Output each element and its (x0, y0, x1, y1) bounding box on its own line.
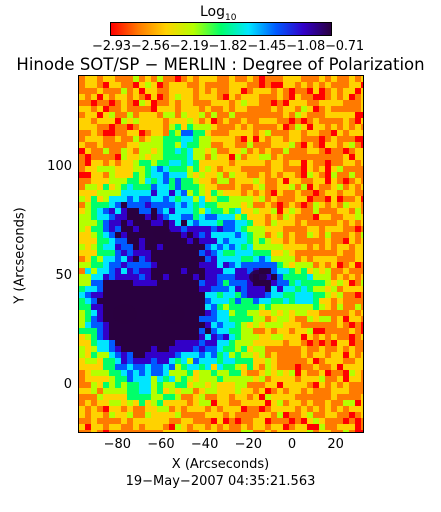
colorbar-tick-0: −2.93 (92, 39, 131, 54)
x-axis-label: X (Arcseconds) (171, 457, 270, 472)
feature-sunspot-right (160, 303, 185, 324)
x-tick-label: −80 (103, 437, 132, 452)
colorbar-tick-2: −2.19 (169, 39, 209, 54)
x-tick-label: −40 (190, 437, 219, 452)
x-tick-label: 20 (327, 437, 344, 452)
plot-title: Hinode SOT/SP − MERLIN : Degree of Polar… (16, 55, 425, 74)
y-tick-label: 0 (63, 376, 72, 392)
x-tick-label: 0 (287, 437, 297, 452)
y-tick-label: 50 (55, 267, 72, 283)
colorbar-tick-4: −1.45 (247, 39, 287, 54)
colorbar-tick-5: −1.08 (286, 39, 326, 54)
y-axis-label: Y (Arcseconds) (12, 207, 28, 304)
timestamp: 19−May−2007 04:35:21.563 (125, 474, 316, 489)
colorbar-tick-1: −2.56 (130, 39, 170, 54)
y-tick-label: 100 (47, 158, 72, 174)
colorbar-ticks: −2.93 −2.56 −2.19 −1.82 −1.45 −1.08 −0.71 (92, 39, 364, 54)
heatmap-plot (78, 75, 364, 433)
feature-sunspot-left (112, 303, 137, 324)
colorbar-tick-6: −0.71 (325, 39, 364, 54)
colorbar (110, 22, 332, 36)
colorbar-tick-3: −1.82 (208, 39, 248, 54)
x-tick-label: −20 (234, 437, 262, 452)
feature-pore-east (249, 269, 268, 284)
x-tick-label: −60 (147, 437, 175, 452)
colorbar-title: Log10 (200, 4, 237, 23)
feature-plage-upper (152, 226, 171, 241)
